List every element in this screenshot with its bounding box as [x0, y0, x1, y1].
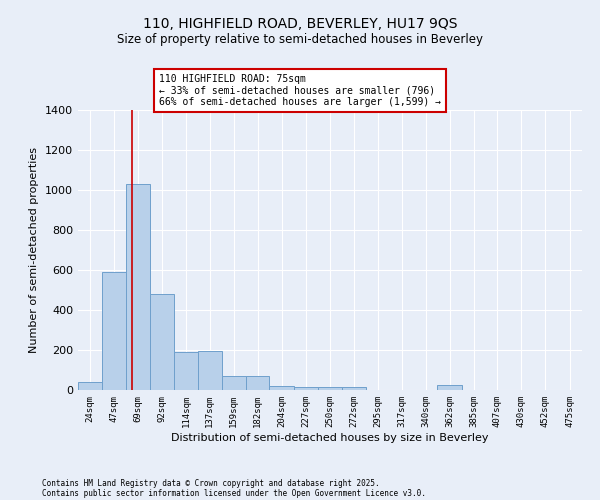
Text: 110 HIGHFIELD ROAD: 75sqm
← 33% of semi-detached houses are smaller (796)
66% of: 110 HIGHFIELD ROAD: 75sqm ← 33% of semi-… [158, 74, 440, 107]
Bar [198, 351, 221, 390]
Bar [294, 387, 319, 390]
Y-axis label: Number of semi-detached properties: Number of semi-detached properties [29, 147, 40, 353]
Text: Contains public sector information licensed under the Open Government Licence v3: Contains public sector information licen… [42, 488, 426, 498]
Bar [221, 376, 246, 390]
Bar [173, 352, 198, 390]
Text: Size of property relative to semi-detached houses in Beverley: Size of property relative to semi-detach… [117, 32, 483, 46]
Bar [341, 387, 366, 390]
Text: 110, HIGHFIELD ROAD, BEVERLEY, HU17 9QS: 110, HIGHFIELD ROAD, BEVERLEY, HU17 9QS [143, 18, 457, 32]
Bar [269, 386, 294, 390]
Bar [126, 184, 151, 390]
Bar [319, 387, 341, 390]
Bar [78, 382, 103, 390]
X-axis label: Distribution of semi-detached houses by size in Beverley: Distribution of semi-detached houses by … [171, 432, 489, 442]
Bar [151, 294, 173, 390]
Bar [246, 376, 269, 390]
Bar [437, 385, 462, 390]
Bar [103, 272, 126, 390]
Text: Contains HM Land Registry data © Crown copyright and database right 2025.: Contains HM Land Registry data © Crown c… [42, 478, 380, 488]
